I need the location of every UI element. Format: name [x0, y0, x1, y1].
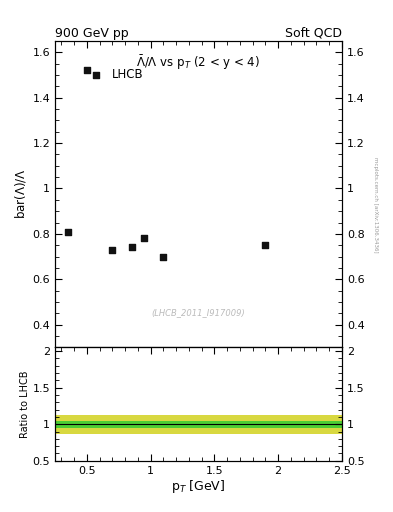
Point	[160, 252, 167, 261]
Point	[109, 246, 116, 254]
Text: (LHCB_2011_I917009): (LHCB_2011_I917009)	[152, 308, 245, 317]
Text: Soft QCD: Soft QCD	[285, 27, 342, 40]
X-axis label: p$_{T}$ [GeV]: p$_{T}$ [GeV]	[171, 478, 226, 496]
Y-axis label: bar($\Lambda$)/$\Lambda$: bar($\Lambda$)/$\Lambda$	[13, 169, 28, 220]
Text: mcplots.cern.ch [arXiv:1306.3436]: mcplots.cern.ch [arXiv:1306.3436]	[373, 157, 378, 252]
Point	[64, 227, 71, 236]
Point	[262, 241, 268, 249]
Point	[129, 243, 135, 251]
Text: $\bar{\Lambda}/\Lambda$ vs p$_{T}$ (2 < y < 4): $\bar{\Lambda}/\Lambda$ vs p$_{T}$ (2 < …	[136, 53, 261, 72]
Y-axis label: Ratio to LHCB: Ratio to LHCB	[20, 370, 30, 438]
Point	[141, 234, 147, 243]
Legend: LHCB: LHCB	[84, 68, 144, 81]
Point	[84, 67, 90, 75]
Text: 900 GeV pp: 900 GeV pp	[55, 27, 129, 40]
